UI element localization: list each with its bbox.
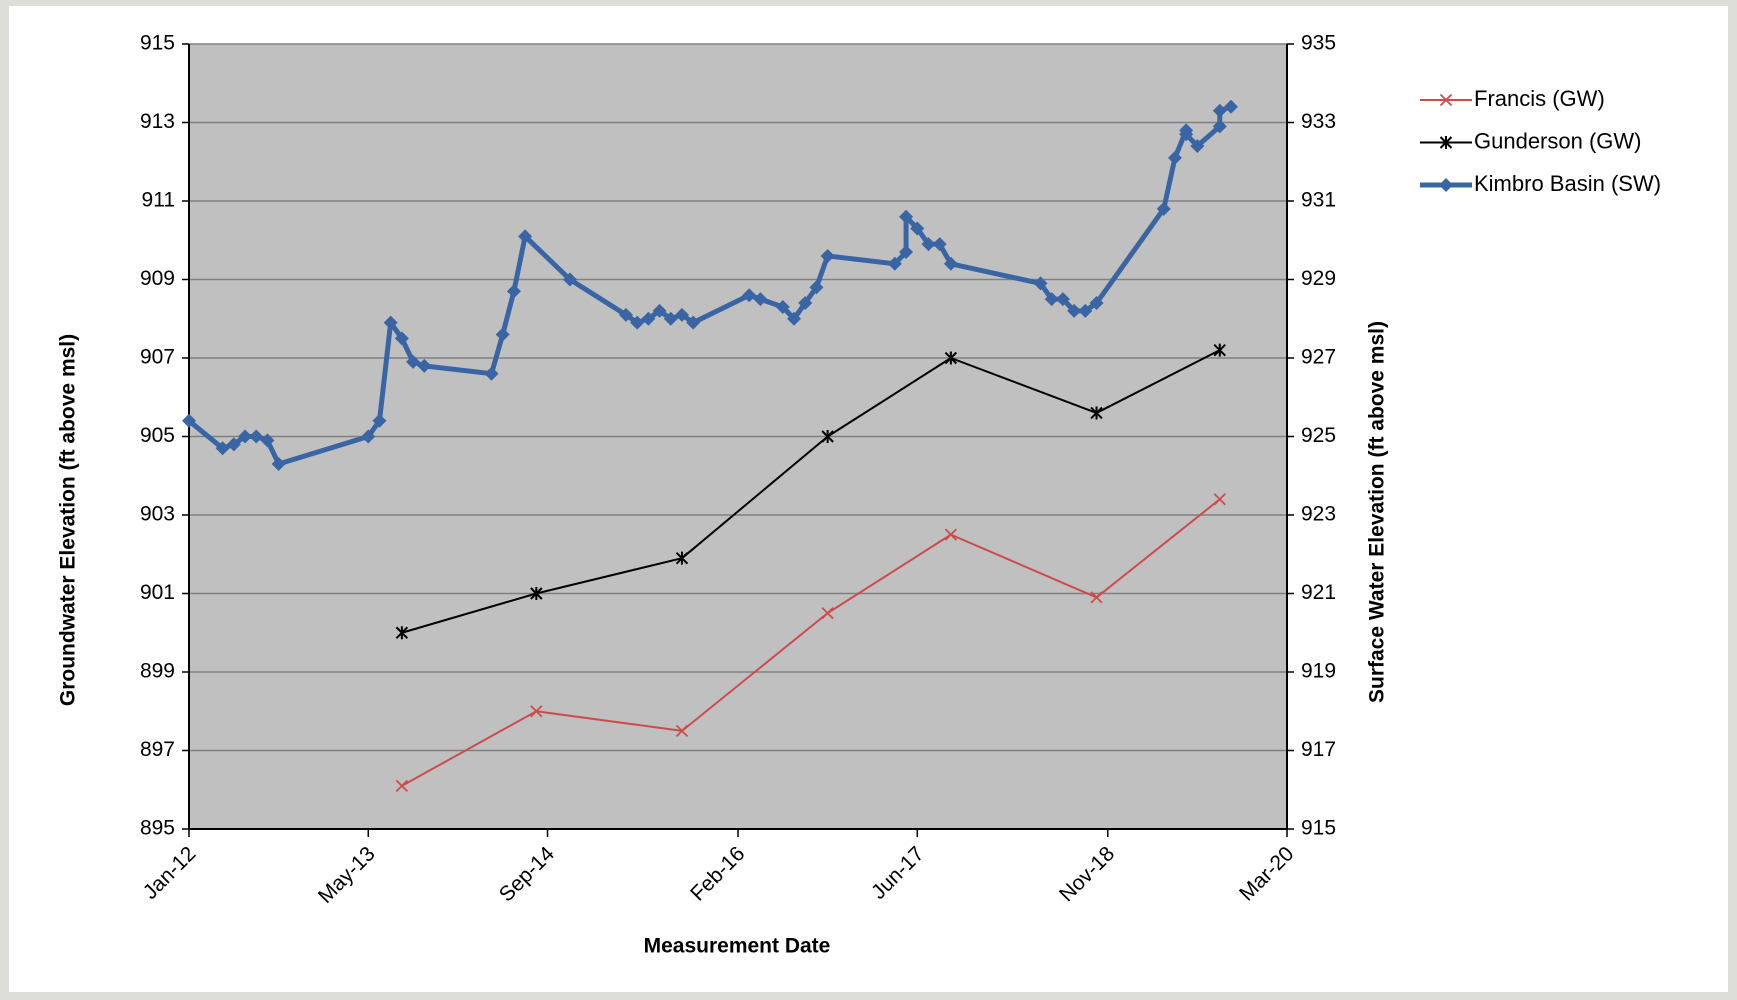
data-point [753, 292, 768, 307]
data-point [238, 429, 253, 444]
y-tick-label: 911 [142, 189, 175, 212]
data-point [1190, 139, 1205, 154]
data-point [887, 256, 902, 271]
data-point [530, 587, 543, 600]
y-tick-label: 899 [140, 660, 175, 683]
data-point [686, 315, 701, 330]
data-point [675, 724, 689, 738]
data-point [674, 307, 689, 322]
data-point [1213, 493, 1226, 506]
data-point [249, 429, 264, 444]
legend-label: Gunderson (GW) [1474, 128, 1642, 153]
y2-tick-label: 935 [1301, 32, 1336, 55]
data-point [518, 229, 533, 244]
data-point [618, 307, 633, 322]
data-point [787, 311, 802, 326]
y2-tick-label: 931 [1301, 189, 1336, 212]
data-point [394, 331, 409, 346]
data-point [899, 209, 914, 224]
data-point [675, 551, 689, 565]
data-point [1212, 119, 1227, 134]
data-point [484, 366, 499, 381]
data-point [943, 256, 958, 271]
data-point [383, 315, 398, 330]
data-point [1156, 201, 1171, 216]
y2-axis-title: Surface Water Elevation (ft above msl) [1366, 321, 1389, 703]
y-tick-label: 907 [140, 346, 175, 369]
data-point [663, 311, 678, 326]
y2-tick-label: 917 [1301, 738, 1336, 761]
legend-marker [1439, 136, 1453, 149]
y2-tick-label: 915 [1301, 817, 1336, 840]
y-tick-label: 895 [140, 817, 175, 840]
data-point [798, 296, 813, 311]
data-point [395, 779, 409, 792]
y2-tick-label: 923 [1301, 503, 1336, 526]
y-tick-label: 903 [140, 503, 175, 526]
data-point [809, 280, 824, 295]
data-point [1055, 292, 1070, 307]
y-tick-label: 905 [140, 424, 175, 447]
x-axis-title: Measurement Date [644, 935, 831, 958]
data-point [215, 441, 230, 456]
data-point [630, 315, 645, 330]
y-axis-title: Groundwater Elevation (ft above msl) [57, 334, 80, 706]
y-tick-label: 901 [140, 581, 175, 604]
data-point [372, 413, 387, 428]
data-point [1167, 150, 1182, 165]
legend-label: Francis (GW) [1474, 86, 1605, 111]
data-point [182, 413, 196, 428]
data-point [506, 284, 521, 299]
data-point [1033, 276, 1048, 291]
data-point [944, 351, 958, 365]
data-point [226, 437, 241, 452]
data-point [495, 327, 510, 342]
y-tick-label: 897 [140, 738, 175, 761]
legend-marker [1439, 93, 1453, 107]
data-point [652, 303, 667, 318]
y2-tick-label: 919 [1301, 660, 1336, 683]
data-point [899, 245, 914, 260]
data-point [742, 288, 757, 303]
y2-tick-label: 925 [1301, 424, 1336, 447]
data-point [395, 626, 409, 640]
data-point [932, 237, 947, 252]
y2-tick-label: 927 [1301, 346, 1336, 369]
data-point [641, 311, 656, 326]
data-point [406, 354, 421, 369]
data-point [1213, 343, 1226, 357]
data-point [562, 272, 577, 287]
data-point [1044, 292, 1059, 307]
data-point [821, 606, 834, 620]
data-point [921, 237, 936, 252]
data-point [1090, 591, 1103, 604]
y-tick-label: 909 [140, 267, 175, 290]
data-point [1067, 303, 1082, 318]
data-point [260, 433, 275, 448]
data-point [820, 248, 835, 263]
y-tick-label: 915 [140, 32, 175, 55]
y2-tick-label: 921 [1301, 581, 1336, 604]
y-tick-label: 913 [140, 110, 175, 133]
data-point [1090, 406, 1103, 420]
data-point [361, 429, 376, 444]
data-point [821, 430, 834, 443]
y2-tick-label: 933 [1301, 110, 1336, 133]
data-point [1089, 296, 1104, 311]
data-point [1223, 99, 1238, 114]
data-point [530, 705, 543, 718]
data-point [271, 456, 286, 471]
y2-tick-label: 929 [1301, 267, 1336, 290]
data-point [1212, 103, 1227, 118]
data-point [775, 299, 790, 314]
data-point [944, 528, 958, 541]
data-point [417, 358, 432, 373]
data-point [910, 221, 925, 236]
data-point [1078, 303, 1093, 318]
data-point [1179, 127, 1194, 142]
legend-label: Kimbro Basin (SW) [1474, 171, 1661, 196]
legend-marker [1439, 178, 1453, 192]
